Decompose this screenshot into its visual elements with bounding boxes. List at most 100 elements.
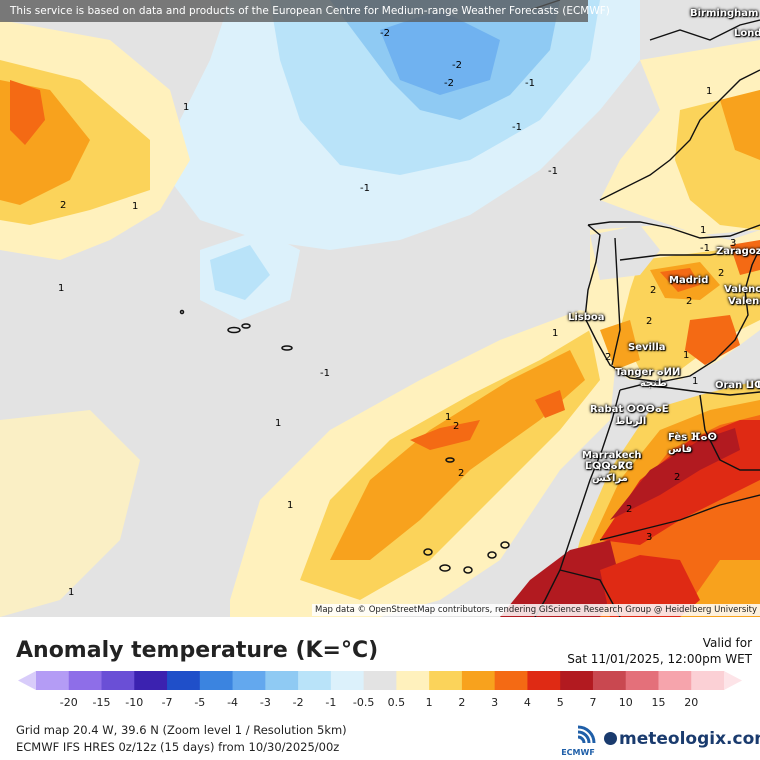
city-valencia-1: Valenc (724, 284, 760, 295)
coastline (529, 0, 760, 617)
scale-tick-label: -0.5 (352, 696, 375, 709)
contour-label: 1 (552, 328, 559, 339)
scale-arrow-right (724, 671, 742, 690)
scale-swatch (232, 671, 266, 690)
contour-label: 3 (730, 238, 737, 249)
warm-anomaly-region (0, 410, 140, 617)
scale-swatch (363, 671, 397, 690)
contour-label: -2 (444, 78, 454, 89)
scale-swatch (625, 671, 659, 690)
ecmwf-banner: This service is based on data and produc… (0, 0, 610, 22)
scale-tick-label: -4 (227, 696, 239, 709)
scale-swatch (658, 671, 692, 690)
city-lisboa: Lisboa (568, 312, 605, 323)
color-scale-bar (18, 671, 742, 690)
contour-label: 1 (183, 102, 190, 113)
contour-label: 2 (718, 268, 725, 279)
scale-swatch (167, 671, 201, 690)
contour-label: 2 (674, 472, 681, 483)
scale-swatch (36, 671, 70, 690)
warm-anomaly-region (720, 90, 760, 160)
map-attribution: Map data © OpenStreetMap contributors, r… (312, 604, 760, 616)
contour-label: 1 (692, 376, 699, 387)
contour-label: 3 (646, 532, 653, 543)
warm-anomaly-region (660, 268, 700, 292)
neutral-region (590, 225, 660, 280)
scale-tick-label: -5 (194, 696, 206, 709)
cold-anomaly-region (380, 10, 500, 95)
scale-tick-label: 1 (425, 696, 433, 709)
scale-swatch (429, 671, 463, 690)
contour-label: 1 (287, 500, 294, 511)
city-tanger-arabic: طنجة (640, 378, 667, 389)
meteologix-brand[interactable]: meteologix.com (604, 729, 760, 749)
scale-tick-label: 0.5 (387, 696, 406, 709)
contour-label: -1 (700, 243, 710, 254)
contour-label: 2 (626, 504, 633, 515)
contour-label: 2 (453, 421, 460, 432)
scale-swatch (330, 671, 365, 690)
legend-title: Anomaly temperature (K=°C) (16, 638, 379, 663)
meteologix-logo-icon (604, 732, 617, 745)
contour-label: -1 (320, 368, 330, 379)
scale-swatch (134, 671, 168, 690)
city-tanger: Tanger ⴰⵍⵍ (615, 367, 681, 378)
city-rabat: Rabat ⵔⵔⴱⴰⴹ (590, 404, 669, 415)
warm-anomaly-region (330, 350, 585, 560)
ecmwf-logo-arc (577, 730, 591, 744)
city-madrid: Madrid (669, 275, 709, 286)
ecmwf-logo-text: ECMWF (561, 748, 595, 757)
city-zaragoza: Zaragoza (716, 246, 760, 257)
valid-time-block: Valid for Sat 11/01/2025, 12:00pm WET (567, 635, 752, 667)
city-oran: Oran ⵡⵀ (715, 380, 760, 391)
contour-label: 1 (58, 283, 65, 294)
warm-anomaly-region (730, 240, 760, 275)
scale-swatch (527, 671, 561, 690)
ecmwf-logo: ECMWF (561, 725, 596, 757)
contour-label: -1 (512, 122, 522, 133)
contour-label: 1 (68, 587, 75, 598)
contour-label: 1 (445, 412, 452, 423)
city-fes-arabic: فاس (668, 444, 693, 455)
contour-label: 2 (60, 200, 67, 211)
warm-anomaly-region (500, 540, 620, 617)
ecmwf-logo-arc (577, 735, 586, 744)
warm-anomaly-region (535, 390, 565, 418)
contour-label: -1 (525, 78, 535, 89)
scale-swatch (396, 671, 430, 690)
scale-tick-label: 15 (651, 696, 666, 709)
scale-tick-label: -1 (325, 696, 337, 709)
contour-label: 1 (683, 350, 690, 361)
warm-anomaly-region (600, 555, 700, 617)
city-rabat-arabic: الرباط (615, 416, 647, 427)
temperature-anomaly-map[interactable]: This service is based on data and produc… (0, 0, 760, 617)
scale-tick-label: -10 (125, 696, 144, 709)
scale-tick-label: 4 (523, 696, 531, 709)
scale-tick-label: -2 (292, 696, 304, 709)
contour-label: 1 (275, 418, 282, 429)
city-birmingham: Birmingham (690, 8, 759, 19)
warm-anomaly-region (610, 428, 740, 520)
scale-tick-label: 20 (684, 696, 699, 709)
contour-label: 2 (458, 468, 465, 479)
contour-label: 2 (646, 316, 653, 327)
scale-tick-label: -20 (59, 696, 78, 709)
contour-label: 2 (686, 296, 693, 307)
warm-anomaly-region (620, 250, 760, 370)
scale-tick-label: -15 (92, 696, 111, 709)
contour-label: 2 (650, 285, 657, 296)
warm-anomaly-region (685, 315, 740, 365)
map-canvas (0, 0, 760, 617)
grid-info: Grid map 20.4 W, 39.6 N (Zoom level 1 / … (16, 723, 347, 737)
scale-swatch (691, 671, 725, 690)
scale-swatch (560, 671, 594, 690)
contour-label: 1 (132, 201, 139, 212)
model-info: ECMWF IFS HRES 0z/12z (15 days) from 10/… (16, 740, 340, 754)
city-marrakech-tifinagh: ⵎⵕⵕⴰⴽⵛ (585, 461, 633, 472)
contour-label: -2 (452, 60, 462, 71)
scale-swatch (592, 671, 627, 690)
scale-swatch (461, 671, 496, 690)
valid-label: Valid for (702, 636, 752, 650)
contour-label: -2 (380, 28, 390, 39)
city-fes: Fès ⴼⴰⵙ (668, 432, 717, 443)
